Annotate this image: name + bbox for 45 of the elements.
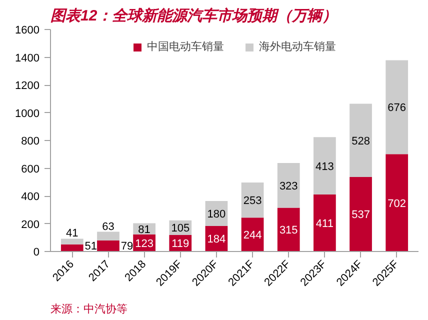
data-label: 528 — [352, 135, 370, 148]
bar — [277, 208, 300, 252]
data-label: 51 — [84, 240, 98, 252]
bar — [97, 232, 120, 241]
bar — [350, 104, 372, 177]
data-label: 323 — [279, 180, 298, 192]
bar — [97, 240, 120, 252]
data-label: 79 — [120, 240, 134, 252]
data-label: 81 — [138, 224, 150, 236]
chart-title: 图表12：全球新能源汽车市场预期（万辆） — [50, 6, 338, 24]
legend-label: 中国电动车销量 — [147, 40, 224, 54]
data-label: 184 — [207, 234, 226, 246]
bar — [277, 162, 300, 208]
bar — [350, 176, 372, 252]
y-tick-label: 200 — [21, 218, 40, 231]
y-tick-label: 1400 — [15, 52, 40, 64]
data-label: 537 — [352, 209, 370, 222]
bar — [314, 194, 336, 252]
data-label: 123 — [135, 238, 154, 250]
y-tick-label: 1200 — [15, 80, 40, 92]
data-label: 105 — [171, 222, 190, 235]
data-label: 119 — [172, 238, 190, 250]
legend-label: 海外电动车销量 — [259, 40, 336, 54]
bar — [60, 238, 84, 244]
data-label: 411 — [316, 218, 334, 230]
data-label: 41 — [66, 228, 78, 240]
bar — [386, 60, 408, 154]
data-label: 180 — [207, 208, 226, 220]
bar — [386, 154, 408, 252]
data-label: 315 — [279, 224, 298, 237]
y-tick-label: 1600 — [15, 24, 40, 36]
y-tick-label: 600 — [21, 163, 40, 176]
data-label: 253 — [243, 195, 262, 208]
source-note: 来源：中汽协等 — [50, 302, 128, 316]
data-label: 702 — [388, 198, 406, 210]
data-label: 413 — [316, 160, 334, 173]
y-tick-label: 400 — [21, 191, 40, 203]
bar — [314, 137, 336, 194]
data-label: 676 — [388, 102, 406, 114]
y-tick-label: 1000 — [15, 108, 40, 120]
data-label: 63 — [102, 220, 114, 233]
bar — [60, 244, 84, 252]
data-label: 244 — [243, 230, 262, 242]
y-tick-label: 800 — [21, 136, 40, 148]
y-tick-label: 0 — [33, 246, 40, 258]
